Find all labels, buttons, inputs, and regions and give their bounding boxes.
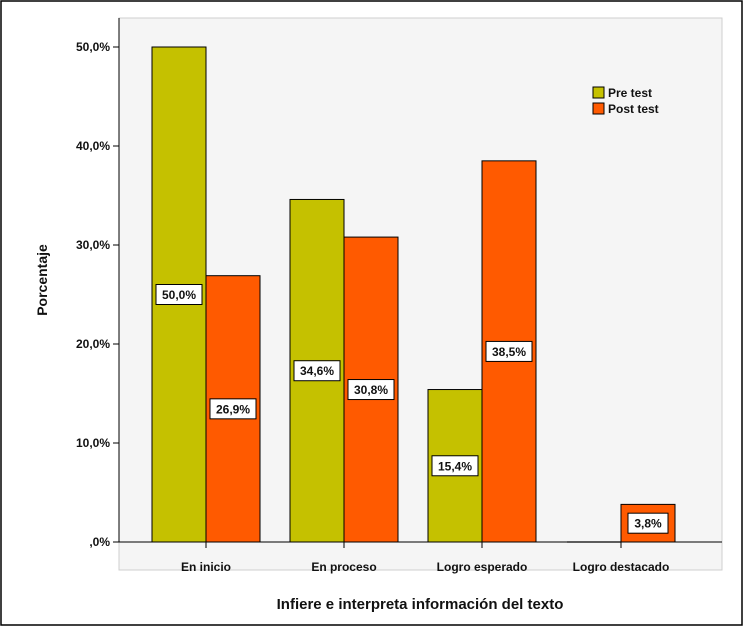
data-label-box — [155, 284, 203, 305]
x-tick-label: En proceso — [311, 560, 376, 574]
y-axis-title: Porcentaje — [34, 244, 50, 316]
legend-label: Post test — [608, 102, 659, 116]
x-tick-label: Logro esperado — [437, 560, 528, 574]
data-label-box — [209, 398, 257, 420]
data-label-box — [347, 379, 395, 401]
data-label: 38,5% — [492, 345, 526, 359]
legend-label: Pre test — [608, 86, 652, 100]
y-tick-label: 20,0% — [76, 337, 110, 351]
data-label: 15,4% — [438, 459, 472, 473]
y-tick-label: 50,0% — [76, 40, 110, 54]
y-tick-label: 10,0% — [76, 436, 110, 450]
data-label: 30,8% — [354, 383, 388, 397]
data-label: 26,9% — [216, 402, 250, 416]
y-tick-label: 40,0% — [76, 139, 110, 153]
y-axis-ticks: ,0% 10,0% 20,0% 30,0% 40,0% 50,0% — [76, 40, 119, 549]
data-label-box — [485, 340, 533, 362]
legend-swatch — [592, 86, 605, 99]
data-label-box — [293, 360, 341, 382]
x-axis-title: Infiere e interpreta información del tex… — [277, 596, 564, 613]
data-label: 34,6% — [300, 364, 334, 378]
x-tick-label: Logro destacado — [573, 560, 670, 574]
data-labels-group: 50,0% 34,6% 15,4% 26,9% 30,8% 38,5% 3,8% — [155, 284, 669, 534]
data-label: 3,8% — [634, 517, 662, 531]
x-axis-ticks: En inicio En proceso Logro esperado Logro d… — [181, 542, 669, 574]
data-label-box — [431, 455, 479, 477]
legend-swatch — [592, 102, 605, 115]
y-tick-label: ,0% — [89, 535, 110, 549]
x-tick-label: En inicio — [181, 560, 231, 574]
legend: Pre test Post test — [592, 86, 659, 116]
data-label-box — [627, 512, 669, 534]
data-label: 50,0% — [162, 288, 196, 302]
y-tick-label: 30,0% — [76, 238, 110, 252]
